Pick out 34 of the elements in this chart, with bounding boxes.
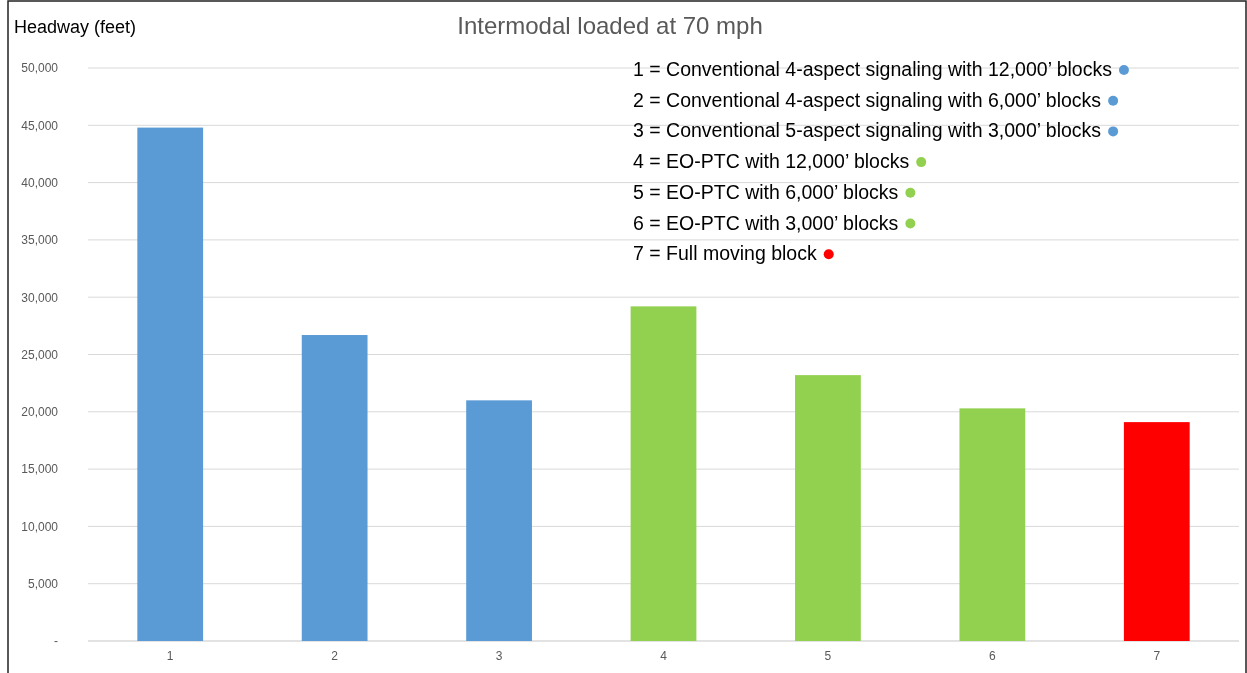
annotation: 7 = Full moving block xyxy=(633,242,817,265)
y-tick-label: 15,000 xyxy=(21,462,59,477)
chart-title: Intermodal loaded at 70 mph xyxy=(457,12,763,39)
x-tick-label: 4 xyxy=(660,648,668,663)
bar xyxy=(959,408,1026,641)
bar xyxy=(301,335,368,641)
annotation: 1 = Conventional 4-aspect signaling with 12,000’ blocks xyxy=(633,58,1113,80)
x-tick-label: 6 xyxy=(989,648,997,663)
bar xyxy=(137,127,204,641)
bar xyxy=(466,400,532,641)
y-tick-label: 45,000 xyxy=(21,118,59,133)
bar xyxy=(1123,422,1190,641)
x-tick-label: 1 xyxy=(166,648,174,663)
annotation: 6 = EO-PTC with 3,000’ blocks xyxy=(633,211,899,234)
bar xyxy=(630,306,697,641)
annotation: 5 = EO-PTC with 6,000’ blocks xyxy=(633,180,899,203)
y-tick-label: 50,000 xyxy=(21,61,59,76)
bar xyxy=(795,375,861,641)
y-tick-label: 10,000 xyxy=(21,519,59,534)
annotation: 3 = Conventional 5-aspect signaling with 3,000’ blocks xyxy=(633,119,1102,142)
x-tick-label: 5 xyxy=(824,648,832,663)
y-tick-label: 20,000 xyxy=(21,405,59,420)
y-tick-label: 30,000 xyxy=(21,290,59,305)
x-tick-label: 7 xyxy=(1153,648,1161,663)
y-tick-label: 25,000 xyxy=(21,347,59,362)
y-tick-label: 35,000 xyxy=(21,233,59,248)
x-tick-label: 2 xyxy=(331,648,339,663)
y-tick-label: 5,000 xyxy=(27,577,59,592)
x-tick-label: 3 xyxy=(495,648,503,663)
annotation: 4 = EO-PTC with 12,000’ blocks xyxy=(633,150,910,173)
y-axis-title: Headway (feet) xyxy=(14,17,137,37)
annotation: 2 = Conventional 4-aspect signaling with 6,000’ blocks xyxy=(633,88,1102,111)
y-tick-label: - xyxy=(54,634,58,649)
y-tick-label: 40,000 xyxy=(21,175,59,190)
